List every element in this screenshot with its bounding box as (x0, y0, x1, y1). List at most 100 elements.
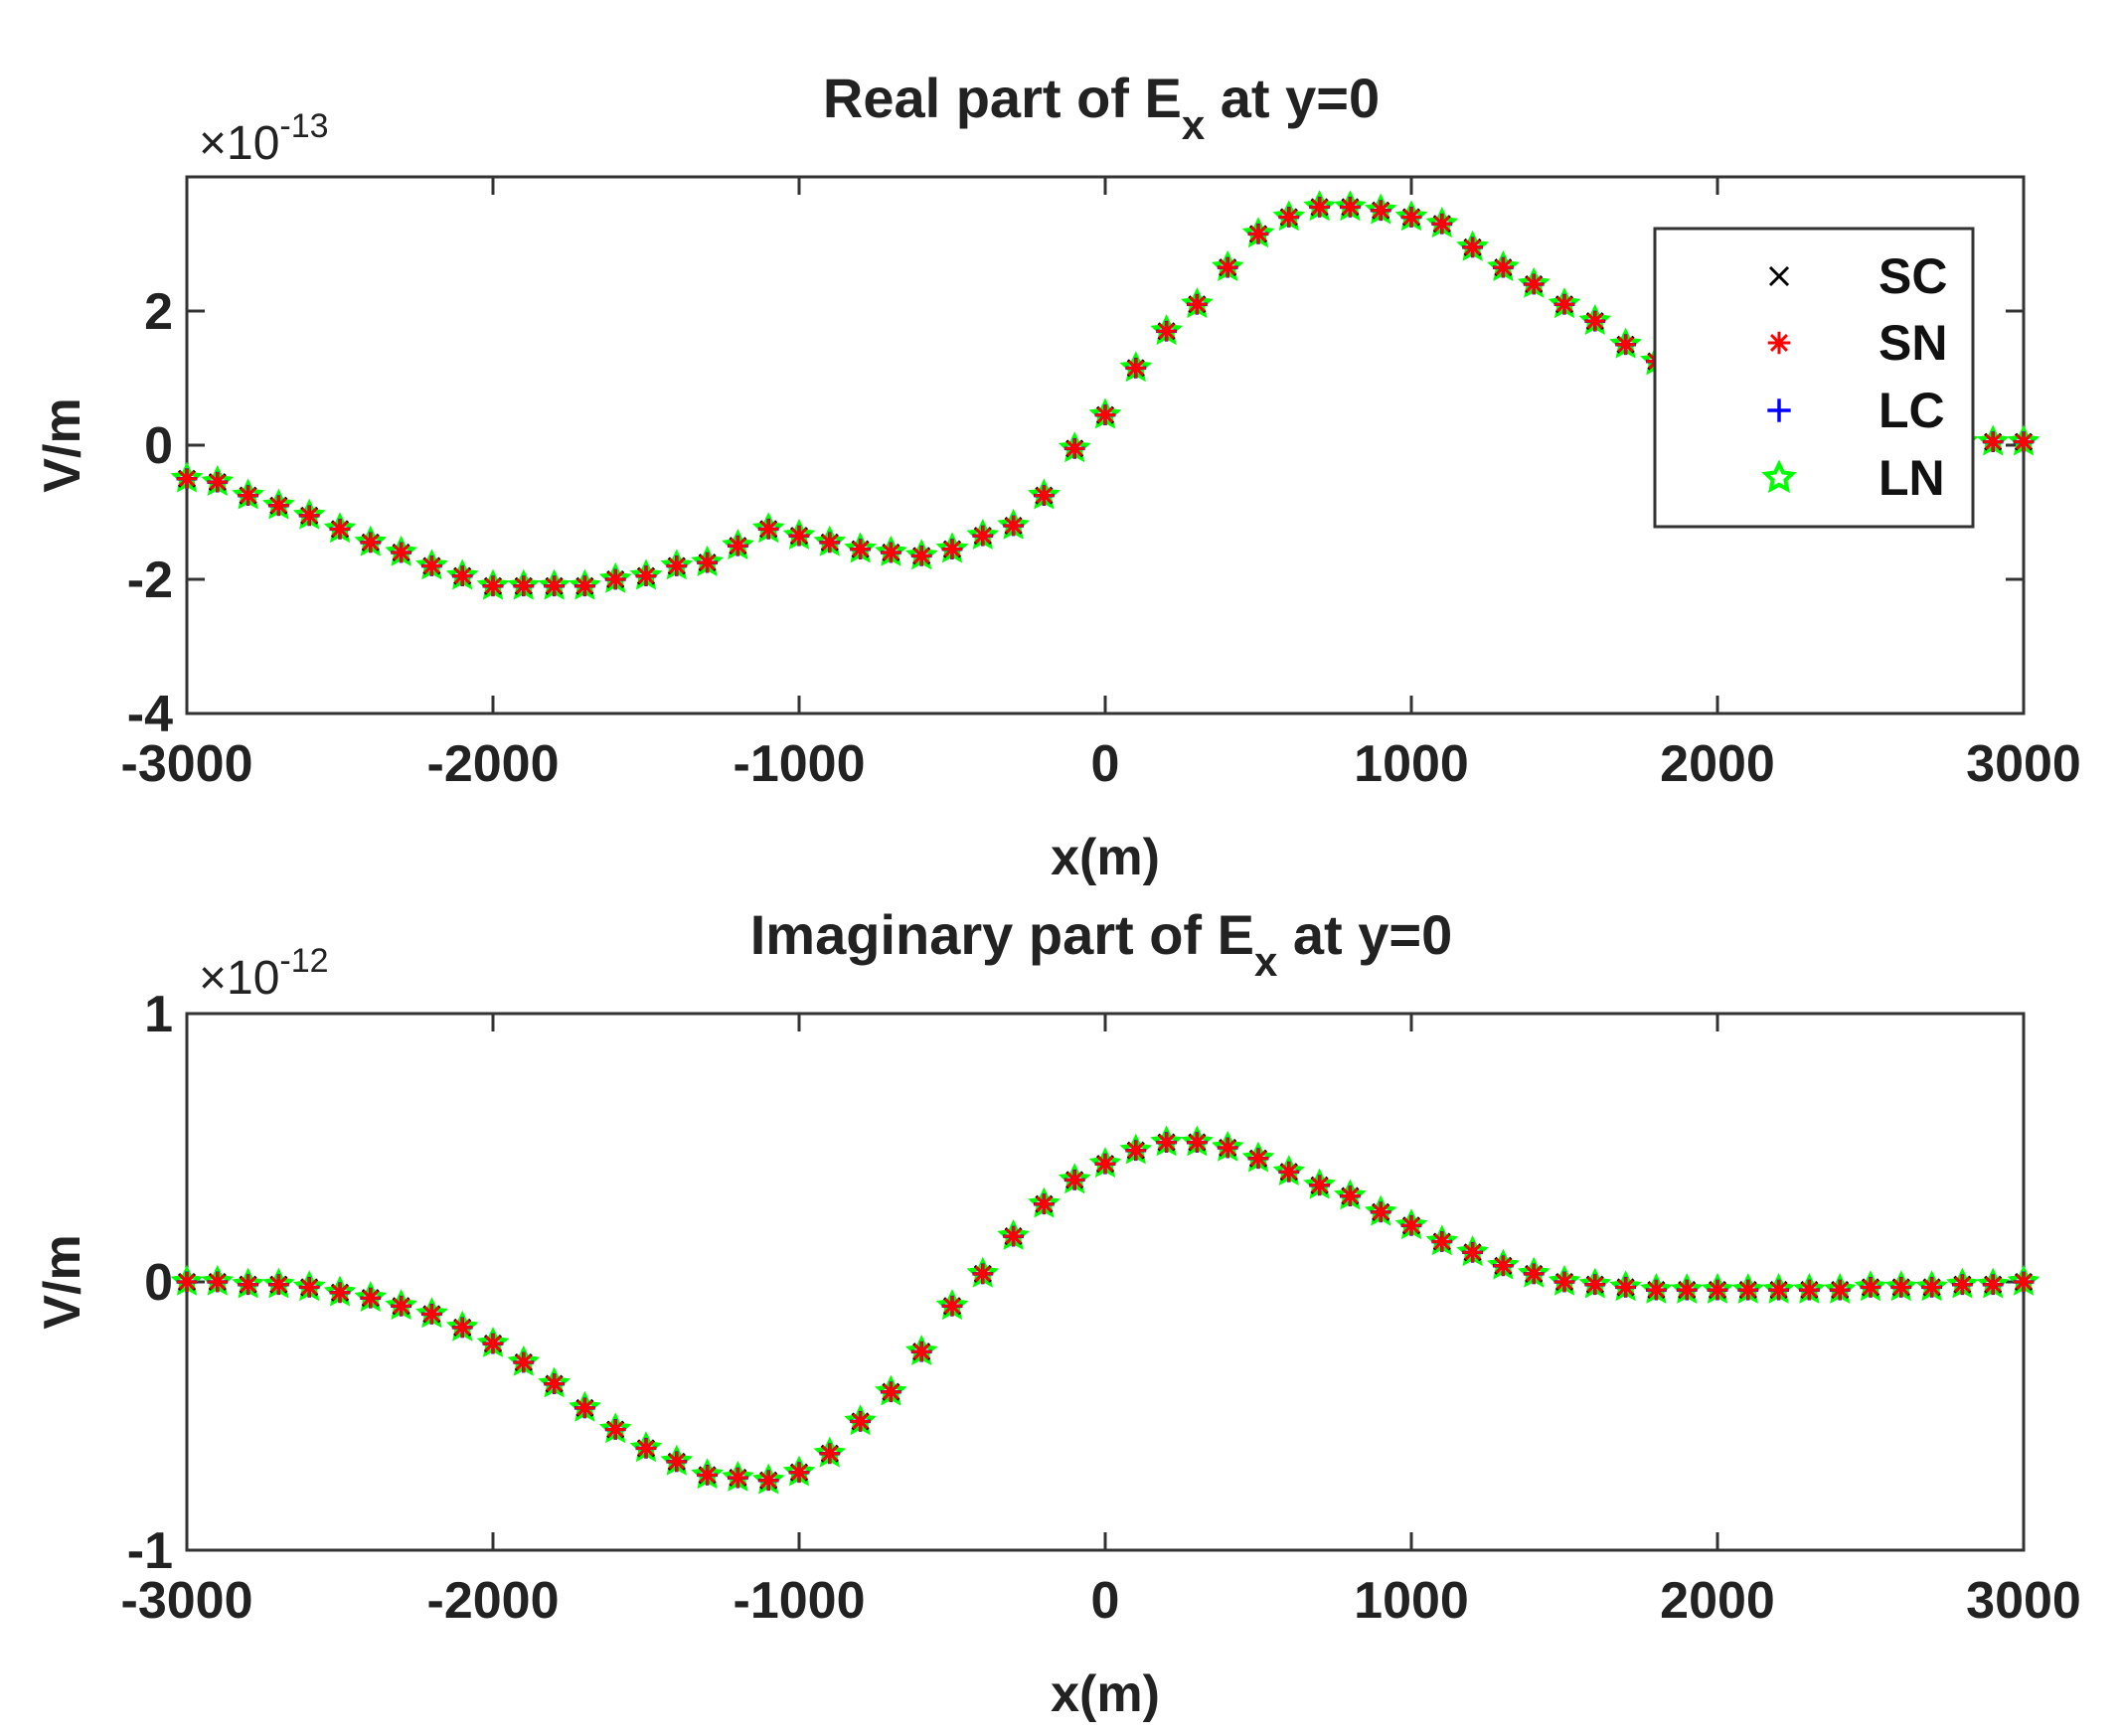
imag-series-sn (177, 1132, 2034, 1491)
real-point-sn (1615, 334, 1636, 355)
real-point-sn (1095, 404, 1115, 425)
real-markers (170, 190, 2041, 600)
imag-point-sn (1156, 1132, 1177, 1153)
imag-point-sn (1401, 1215, 1421, 1236)
real-point-sn (1125, 358, 1146, 379)
imag-point-sn (1187, 1132, 1208, 1153)
imag-point-sn (881, 1381, 901, 1402)
imag-point-sn (452, 1317, 473, 1338)
real-title-main: Real part of E (823, 67, 1182, 129)
real-xtick-label: 3000 (1966, 735, 2081, 793)
imag-ytick-label: -1 (127, 1522, 173, 1580)
imag-markers (170, 1125, 2041, 1495)
imag-exponent-label: ×10-12 (199, 942, 329, 1005)
real-point-sn (758, 519, 779, 540)
legend-marker-ln (1761, 459, 1797, 494)
imag-point-sn (1584, 1274, 1605, 1295)
imag-point-sn (942, 1296, 962, 1317)
real-point-sn (605, 569, 626, 589)
real-point-sn (391, 543, 411, 562)
imag-point-sn (1431, 1231, 1452, 1252)
imag-point-sn (513, 1352, 534, 1372)
real-point-sn (268, 495, 289, 516)
legend-label-ln: LN (1878, 450, 1945, 506)
real-exponent-prefix: ×10 (199, 117, 279, 170)
real-point-sn (1524, 274, 1545, 294)
imag-point-sn (207, 1272, 228, 1292)
imag-point-sn (1708, 1280, 1727, 1301)
real-point-sn (1003, 516, 1024, 536)
imag-point-sn (1371, 1201, 1391, 1222)
real-point-sn (1187, 294, 1208, 315)
real-point-sn (819, 532, 840, 552)
real-point-sn (911, 546, 932, 566)
legend-marker-sn (1767, 331, 1791, 355)
real-exponent-power: -13 (279, 107, 328, 145)
imag-point-sn (1462, 1242, 1483, 1263)
real-point-sn (1462, 237, 1483, 257)
real-point-sn (728, 536, 748, 556)
real-title-sub: x (1182, 101, 1206, 148)
legend-marker-lc (1767, 398, 1791, 422)
legend-label-lc: LC (1878, 383, 1945, 438)
real-point-sn (2014, 431, 2034, 452)
real-xtick-label: -3000 (121, 735, 253, 793)
imag-point-sn (1003, 1226, 1024, 1247)
imag-point-sn (666, 1451, 687, 1472)
real-point-sn (881, 543, 901, 562)
legend-markers (1761, 265, 1797, 494)
imag-exponent-prefix: ×10 (199, 952, 279, 1005)
imag-point-sn (483, 1334, 503, 1354)
real-point-sn (1278, 207, 1299, 228)
imag-point-sn (330, 1282, 350, 1303)
real-point-sn (697, 552, 718, 573)
real-ytick-label: 2 (144, 283, 173, 341)
legend-label-sn: SN (1878, 315, 1947, 371)
imag-title-tail: at y=0 (1277, 903, 1452, 966)
imag-point-sn (1064, 1170, 1085, 1190)
imag-point-sn (1861, 1277, 1880, 1298)
real-point-sn (299, 505, 320, 526)
imag-point-sn (1615, 1277, 1636, 1298)
imag-point-sn (697, 1465, 718, 1486)
real-point-sn (666, 555, 687, 576)
imag-point-sn (1278, 1162, 1299, 1183)
legend-box (1653, 227, 1975, 529)
imag-xtick-label: -2000 (427, 1572, 560, 1630)
imag-title-main: Imaginary part of E (750, 903, 1254, 966)
imag-point-sn (1799, 1280, 1820, 1301)
real-point-sn (1340, 197, 1361, 218)
imag-point-sn (2014, 1272, 2034, 1292)
imag-point-sn (1554, 1272, 1574, 1292)
imag-point-sn (1493, 1255, 1514, 1276)
imag-point-sn (605, 1419, 626, 1440)
imag-point-sn (1830, 1280, 1851, 1301)
real-point-sn (513, 575, 534, 596)
real-point-sn (942, 539, 962, 559)
imag-ytick-label: 1 (144, 986, 173, 1043)
imag-point-sn (1677, 1280, 1698, 1301)
imag-point-sn (728, 1468, 748, 1489)
imag-xtick-label: 0 (1091, 1572, 1120, 1630)
real-point-sn (1034, 485, 1055, 506)
real-point-sn (207, 472, 228, 493)
real-ytick-label: 0 (144, 417, 173, 475)
imag-title-sub: x (1254, 938, 1278, 985)
imag-title: Imaginary part of Ex at y=0 (750, 903, 1453, 985)
imag-point-sn (972, 1263, 993, 1284)
imag-point-sn (850, 1411, 871, 1432)
imag-point-sn (299, 1277, 320, 1298)
imag-ylabel: V/m (34, 1234, 91, 1329)
imag-point-sn (544, 1373, 565, 1394)
imag-point-sn (238, 1274, 258, 1295)
imag-point-sn (360, 1288, 381, 1309)
legend: SC SN LC LN (1653, 227, 1975, 529)
imag-point-sn (1983, 1274, 2004, 1295)
imag-point-sn (177, 1272, 197, 1292)
real-point-sn (636, 565, 656, 586)
imag-point-sn (1309, 1175, 1330, 1195)
imag-point-sn (391, 1296, 411, 1317)
real-point-sn (1371, 200, 1391, 221)
imag-exponent-power: -12 (279, 942, 328, 980)
imag-point-sn (1125, 1140, 1146, 1161)
